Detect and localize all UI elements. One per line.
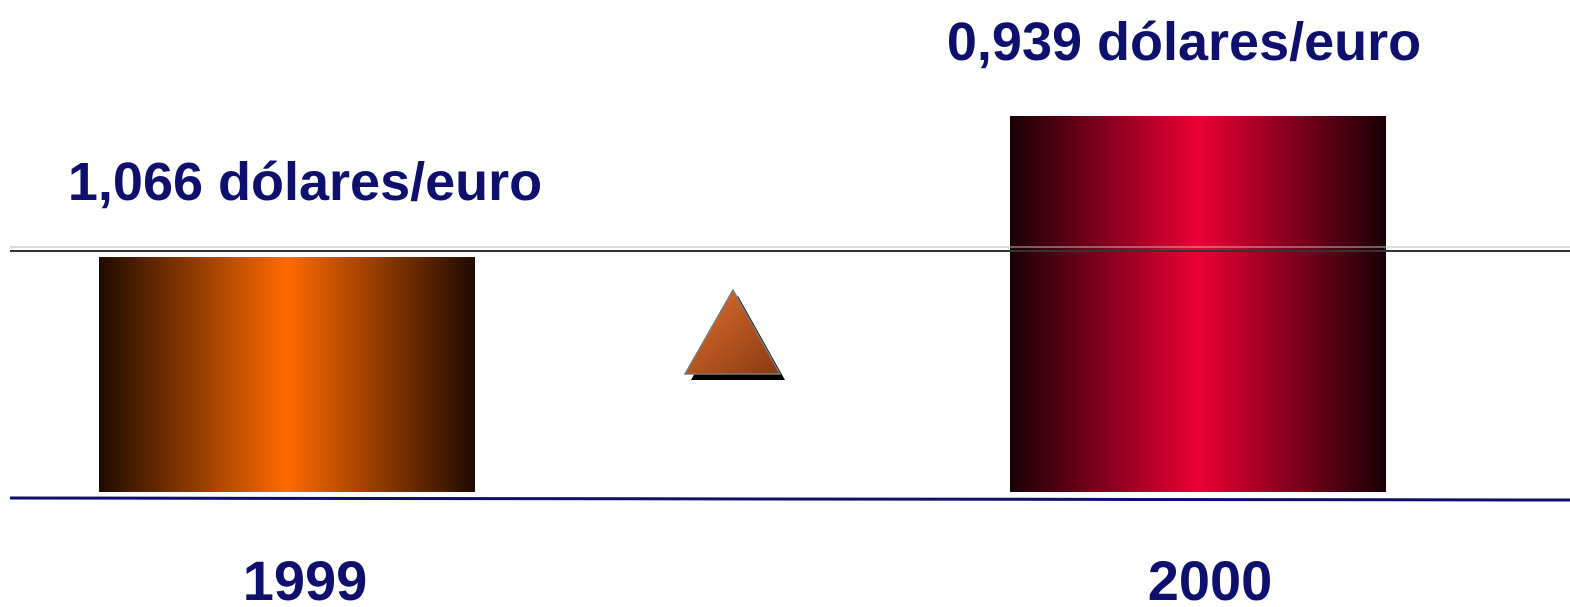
value-label-1999: 1,066 dólares/euro bbox=[68, 152, 542, 212]
bar-2000 bbox=[1010, 116, 1386, 492]
bar-1999 bbox=[99, 257, 475, 492]
baseline bbox=[9, 496, 1570, 502]
category-label-1999: 1999 bbox=[243, 549, 368, 607]
bars-group bbox=[99, 116, 1386, 492]
triangle-icon bbox=[683, 288, 785, 380]
category-label-2000: 2000 bbox=[1148, 549, 1273, 607]
value-label-2000: 0,939 dólares/euro bbox=[947, 12, 1421, 72]
